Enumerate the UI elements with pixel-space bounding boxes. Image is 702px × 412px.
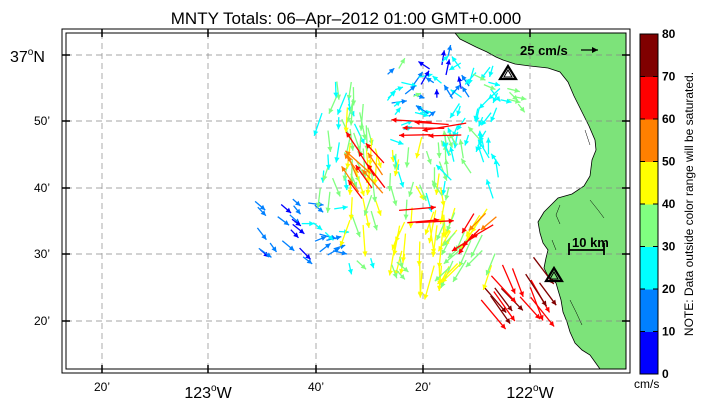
longitude-axis: 20’ 123oW 40’ 20’ 122oW [94,380,555,402]
colorbar-tick-label: 60 [662,112,676,126]
reference-vector-label: 25 cm/s [520,43,568,58]
colorbar-swatch-0 [640,332,658,375]
lat-label-37: 37oN [10,47,45,66]
lat-label-30: 30’ [34,247,50,261]
map-area: 25 cm/s 10 km [62,29,630,373]
lat-label-40: 40’ [34,181,50,195]
colorbar-tick-label: 70 [662,70,676,84]
colorbar-tick-label: 50 [662,155,676,169]
colorbar: 80 70 60 50 40 30 20 10 0 cm/s NOTE: Data outsid… [634,27,696,391]
colorbar-tick-label: 80 [662,27,676,41]
lon-label-122: 122oW [506,383,554,402]
lat-label-20: 20’ [34,314,50,328]
colorbar-swatch-1 [640,289,658,332]
latitude-axis: 37oN 50’ 40’ 30’ 20’ [10,47,50,328]
colorbar-swatch-3 [640,204,658,247]
lon-label-40: 40’ [308,380,324,394]
lon-label-123: 123oW [184,383,232,402]
lon-label-20-east: 20’ [415,380,431,394]
lat-label-50: 50’ [34,114,50,128]
figure-title: MNTY Totals: 06–Apr–2012 01:00 GMT+0.000 [171,9,521,28]
lon-label-20-west: 20’ [94,380,110,394]
colorbar-tick-label: 10 [662,325,676,339]
colorbar-tick-label: 20 [662,282,676,296]
colorbar-note: NOTE: Data outside color range will be s… [682,72,696,336]
colorbar-swatch-4 [640,162,658,205]
colorbar-swatch-2 [640,247,658,290]
colorbar-swatch-6 [640,77,658,120]
colorbar-tick-label: 30 [662,240,676,254]
colorbar-swatch-5 [640,119,658,162]
colorbar-tick-label: 40 [662,197,676,211]
colorbar-tick-label: 0 [662,367,669,381]
colorbar-unit-label: cm/s [634,377,659,391]
colorbar-swatch-7 [640,34,658,77]
